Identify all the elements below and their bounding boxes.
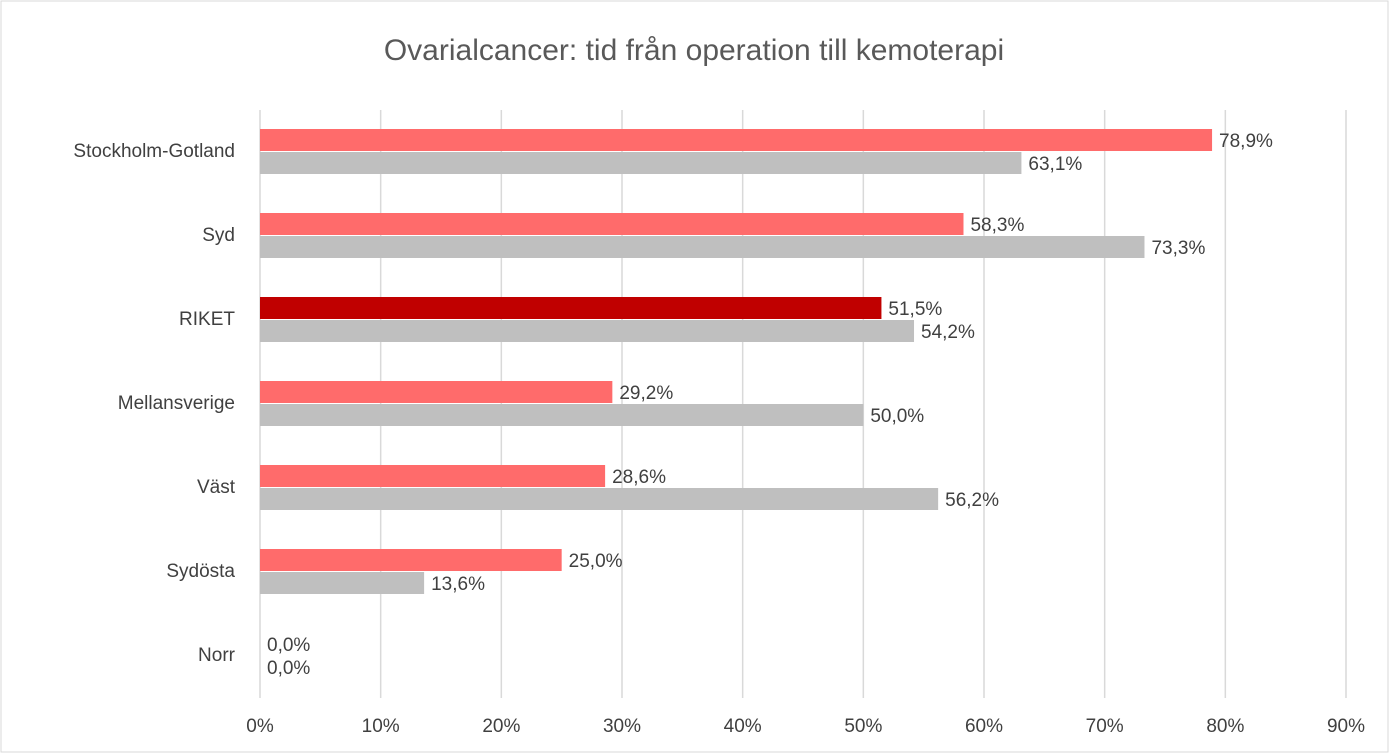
bar xyxy=(260,152,1022,174)
x-tick-label: 30% xyxy=(603,716,641,737)
bar xyxy=(260,488,939,510)
data-label: 54,2% xyxy=(921,322,975,343)
y-tick-label: Norr xyxy=(198,645,236,666)
x-tick-label: 0% xyxy=(246,716,274,737)
y-tick-label: RIKET xyxy=(179,309,235,330)
data-label: 0,0% xyxy=(267,635,310,656)
bar xyxy=(260,236,1145,258)
x-tick-label: 20% xyxy=(482,716,520,737)
x-tick-label: 10% xyxy=(362,716,400,737)
bar xyxy=(260,381,613,403)
bar xyxy=(260,297,882,319)
y-tick-label: Mellansverige xyxy=(118,393,235,414)
bar xyxy=(260,549,562,571)
data-label: 56,2% xyxy=(945,490,999,511)
y-tick-label: Sydösta xyxy=(166,561,235,582)
data-label: 58,3% xyxy=(970,215,1024,236)
y-tick-label: Stockholm-Gotland xyxy=(73,141,235,162)
bar xyxy=(260,572,425,594)
data-label: 28,6% xyxy=(612,467,666,488)
x-tick-label: 80% xyxy=(1206,716,1244,737)
data-label: 0,0% xyxy=(267,658,310,679)
chart-title: Ovarialcancer: tid från operation till k… xyxy=(384,34,1004,67)
bar xyxy=(260,465,606,487)
data-label: 63,1% xyxy=(1028,154,1082,175)
x-tick-label: 40% xyxy=(724,716,762,737)
x-tick-label: 60% xyxy=(965,716,1003,737)
data-label: 78,9% xyxy=(1219,131,1273,152)
y-tick-label: Väst xyxy=(197,477,236,498)
bar xyxy=(260,404,864,426)
bar xyxy=(260,213,964,235)
data-label: 25,0% xyxy=(569,551,623,572)
data-label: 29,2% xyxy=(619,383,673,404)
bar xyxy=(260,320,915,342)
y-tick-label: Syd xyxy=(202,225,235,246)
data-label: 51,5% xyxy=(888,299,942,320)
data-label: 73,3% xyxy=(1151,238,1205,259)
bar xyxy=(260,129,1213,151)
data-label: 50,0% xyxy=(870,406,924,427)
data-label: 13,6% xyxy=(431,574,485,595)
x-tick-label: 90% xyxy=(1327,716,1365,737)
x-tick-label: 50% xyxy=(844,716,882,737)
x-tick-label: 70% xyxy=(1086,716,1124,737)
